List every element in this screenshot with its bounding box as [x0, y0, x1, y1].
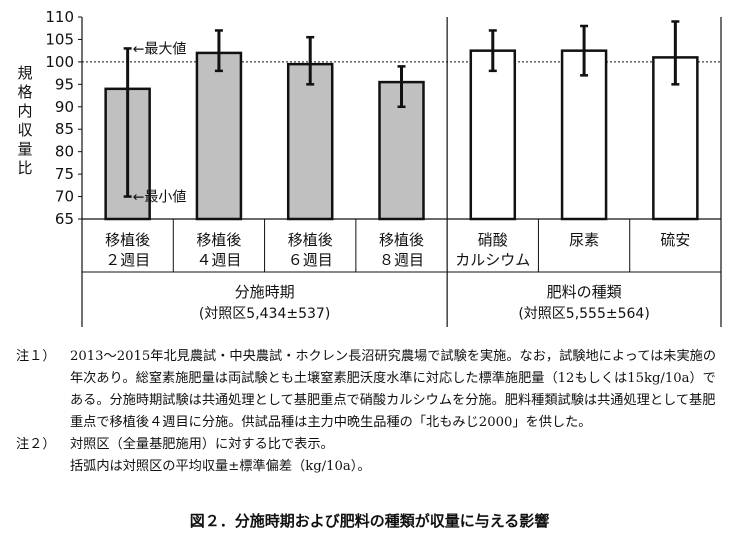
y-axis-label-char: 収 — [17, 121, 32, 139]
bar — [195, 51, 243, 221]
category-label-line2: ６週目 — [288, 251, 333, 269]
y-tick-label: 70 — [55, 188, 74, 206]
group-label-timing-control: (対照区5,434±537) — [199, 306, 330, 322]
y-tick-label: 80 — [55, 143, 74, 161]
category-label: 尿素 — [569, 231, 599, 249]
notes: 注１） 2013～2015年北見農試・中央農試・ホクレン長沼研究農場で試験を実施… — [16, 346, 724, 478]
note-2: 注２） 対照区（全量基肥施用）に対する比で表示。 — [16, 434, 724, 456]
note-3-label — [16, 456, 70, 478]
note-1-text: 2013～2015年北見農試・中央農試・ホクレン長沼研究農場で試験を実施。なお，… — [70, 349, 717, 430]
y-axis-label-char: 規 — [17, 64, 32, 82]
max-value-annotation: ←最大値 — [133, 41, 187, 57]
y-tick-label: 65 — [55, 210, 74, 228]
note-2-text: 対照区（全量基肥施用）に対する比で表示。 — [70, 437, 334, 452]
note-3-text: 括弧内は対照区の平均収量±標準偏差（kg/10a）。 — [70, 459, 371, 474]
note-2-label: 注２） — [16, 437, 56, 452]
category-label: 移植後 — [288, 231, 333, 249]
category-label-line2: ４週目 — [196, 251, 241, 269]
group-label-fertilizer: 肥料の種類 — [547, 283, 622, 301]
note-1-label: 注１） — [16, 349, 56, 364]
category-label: 移植後 — [105, 231, 150, 249]
y-axis-label-char: 格 — [17, 83, 32, 101]
group-label-fertilizer-control: (対照区5,555±564) — [518, 306, 649, 322]
bar — [469, 49, 517, 221]
bar — [286, 62, 334, 221]
category-label-line2: ２週目 — [105, 251, 150, 269]
y-axis-label-char: 量 — [17, 140, 32, 158]
y-tick-label: 90 — [55, 98, 74, 116]
y-tick-label: 105 — [45, 30, 74, 48]
category-label: 移植後 — [196, 231, 241, 249]
y-axis-label-char: 内 — [17, 102, 32, 120]
y-tick-label: 75 — [55, 165, 74, 183]
y-tick-label: 95 — [55, 75, 74, 93]
category-label: 移植後 — [379, 231, 424, 249]
note-1: 注１） 2013～2015年北見農試・中央農試・ホクレン長沼研究農場で試験を実施… — [16, 346, 724, 434]
y-tick-label: 100 — [45, 53, 74, 71]
note-3: 括弧内は対照区の平均収量±標準偏差（kg/10a）。 — [16, 456, 724, 478]
y-axis-label-char: 比 — [17, 159, 32, 177]
category-label-line2: ８週目 — [379, 251, 424, 269]
category-label-line2: カルシウム — [455, 251, 530, 269]
category-label: 硫安 — [660, 231, 690, 249]
group-label-timing: 分施時期 — [235, 283, 295, 301]
y-tick-label: 85 — [55, 120, 74, 138]
min-value-annotation: ←最小値 — [133, 190, 187, 206]
figure-caption: 図２．分施時期および肥料の種類が収量に与える影響 — [189, 512, 550, 530]
category-label: 硝酸 — [478, 231, 508, 249]
y-tick-label: 110 — [45, 8, 74, 26]
